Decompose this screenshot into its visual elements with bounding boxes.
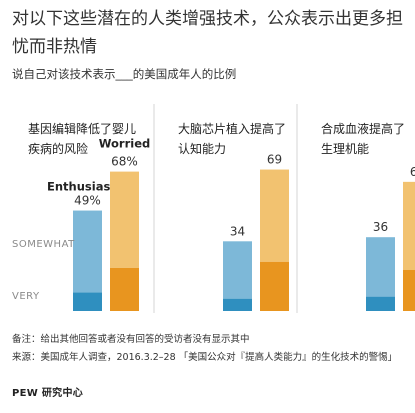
bar-enthusiastic-very-1	[73, 292, 102, 311]
note-text: 备注：给出其他回答或者没有回答的受访者没有显示其中	[12, 334, 250, 345]
chart-subtitle: 说自己对该技术表示___的美国成年人的比例	[12, 67, 237, 81]
data-label-worried-2: 69	[267, 153, 282, 167]
brand-logo-text: PEW 研究中心	[12, 388, 84, 399]
bar-enthusiastic-somewhat-3	[366, 237, 395, 297]
bar-worried-somewhat-1	[110, 171, 139, 268]
bar-enthusiastic-very-3	[366, 296, 395, 311]
panel-2-label: 认知能力	[178, 142, 226, 156]
bar-enthusiastic-somewhat-1	[73, 210, 102, 293]
bar-worried-somewhat-2	[260, 169, 289, 262]
data-label-worried-1: 68%	[111, 155, 138, 169]
bar-enthusiastic-very-2	[223, 298, 252, 311]
series-label-enthusiastic: Enthusiastic	[47, 180, 127, 194]
panel-1-label: 基因编辑降低了婴儿	[28, 121, 136, 136]
source-text: 来源：美国成年人调查，2016.3.2–28 「美国公众对『提高人类能力』的生化…	[12, 352, 398, 363]
data-label-worried-3: 63	[410, 165, 415, 179]
level-label-very: VERY	[12, 291, 40, 302]
level-label-somewhat: SOMEWHAT	[12, 239, 75, 250]
chart-title: 对以下这些潜在的人类增强技术，公众表示出更多担忧而非热情	[12, 9, 403, 57]
data-label-enthusiastic-2: 34	[230, 224, 245, 238]
panel-3-label: 合成血液提高了	[321, 121, 405, 136]
series-label-worried: Worried	[99, 137, 151, 151]
bar-worried-very-1	[110, 267, 139, 311]
bar-enthusiastic-somewhat-2	[223, 241, 252, 299]
footnotes: 备注：给出其他回答或者没有回答的受访者没有显示其中 来源：美国成年人调查，201…	[12, 331, 408, 367]
bar-worried-somewhat-3	[403, 181, 415, 270]
data-label-enthusiastic-1: 49%	[74, 194, 101, 208]
bar-worried-very-2	[260, 261, 289, 311]
bar-worried-very-3	[403, 270, 415, 311]
data-label-enthusiastic-3: 36	[373, 220, 388, 234]
panel-3-label: 生理机能	[321, 142, 369, 156]
panel-1-label: 疾病的风险	[28, 141, 88, 156]
panel-2-label: 大脑芯片植入提高了	[178, 121, 286, 136]
